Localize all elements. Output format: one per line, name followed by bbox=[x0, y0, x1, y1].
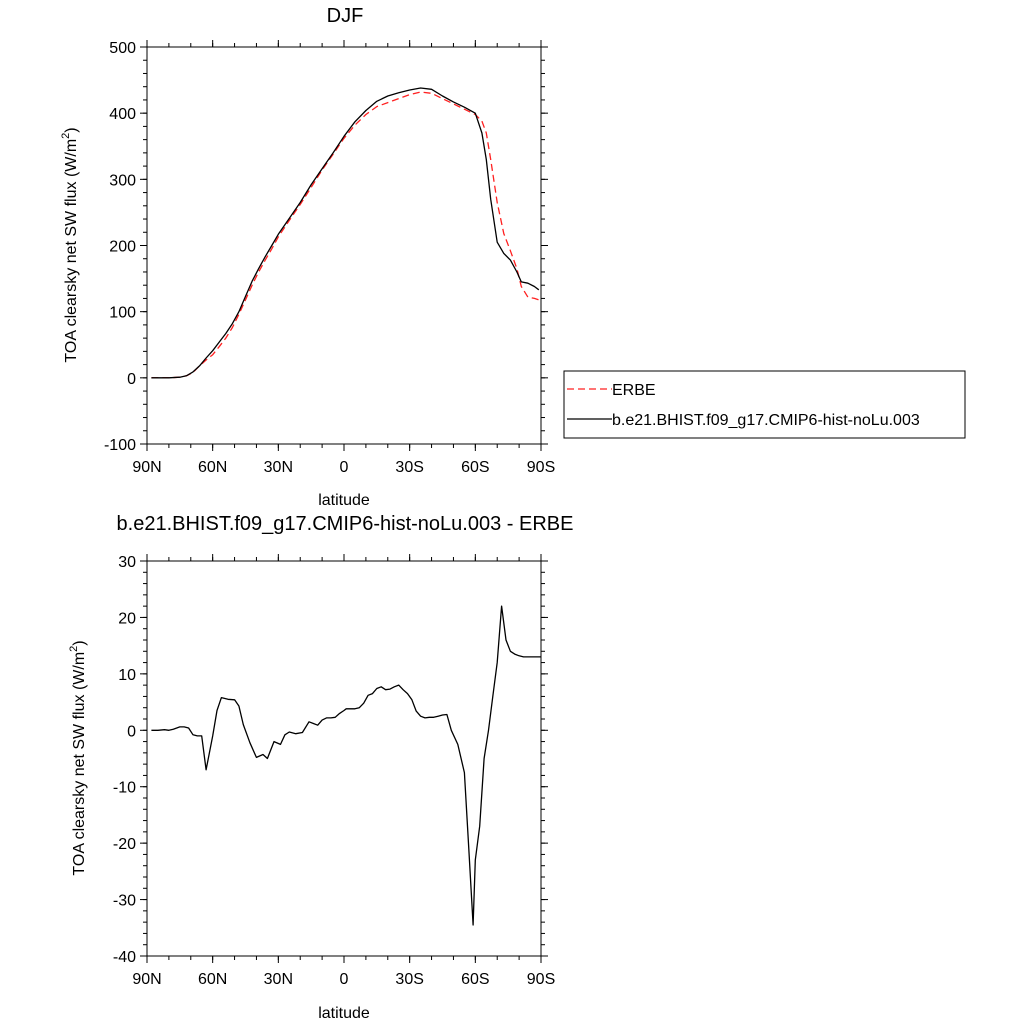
y-tick-label: -30 bbox=[113, 893, 136, 910]
x-tick-label: 30S bbox=[395, 459, 423, 476]
x-axis-label: latitude bbox=[318, 492, 370, 509]
y-tick-label: 200 bbox=[109, 239, 136, 256]
chart-panel-difference: b.e21.BHIST.f09_g17.CMIP6-hist-noLu.003 … bbox=[68, 513, 573, 1022]
plot-frame bbox=[146, 46, 542, 445]
chart-title: b.e21.BHIST.f09_g17.CMIP6-hist-noLu.003 … bbox=[117, 513, 574, 535]
y-tick-label: 30 bbox=[118, 554, 136, 571]
x-tick-labels: 90N 60N 30N 0 30S 60S 90S bbox=[132, 459, 555, 476]
series-lines bbox=[151, 87, 540, 379]
x-axis-label: latitude bbox=[318, 1005, 370, 1022]
y-tick-label: 300 bbox=[109, 172, 136, 189]
x-tick-label: 30N bbox=[264, 971, 293, 988]
y-axis-label-main: TOA clearsky net SW flux (W/m bbox=[63, 139, 80, 363]
y-tick-label: -10 bbox=[113, 780, 136, 797]
y-tick-label: 20 bbox=[118, 610, 136, 627]
x-tick-label: 90N bbox=[132, 971, 161, 988]
x-tick-labels: 90N 60N 30N 0 30S 60S 90S bbox=[132, 971, 555, 988]
y-axis-label-end: ) bbox=[71, 640, 88, 645]
x-tick-label: 60N bbox=[198, 459, 227, 476]
y-axis-label: TOA clearsky net SW flux (W/m2) bbox=[68, 640, 88, 875]
y-axis-label-main: TOA clearsky net SW flux (W/m bbox=[71, 652, 88, 876]
plot-frame bbox=[146, 560, 542, 957]
y-tick-label: 100 bbox=[109, 305, 136, 322]
x-tick-label: 30N bbox=[264, 459, 293, 476]
series-line-model bbox=[151, 87, 540, 379]
series-line-erbe bbox=[151, 91, 539, 379]
y-axis-label: TOA clearsky net SW flux (W/m2) bbox=[60, 127, 80, 362]
legend: ERBE b.e21.BHIST.f09_g17.CMIP6-hist-noLu… bbox=[563, 370, 966, 439]
axis-ticks bbox=[140, 554, 548, 963]
y-tick-label: 0 bbox=[127, 371, 136, 388]
series-line-difference bbox=[151, 605, 541, 926]
legend-label-erbe: ERBE bbox=[612, 382, 656, 399]
y-tick-labels: -100 0 100 200 300 400 500 bbox=[104, 40, 136, 454]
y-tick-label: 10 bbox=[118, 667, 136, 684]
y-tick-label: 0 bbox=[127, 723, 136, 740]
chart-title: DJF bbox=[327, 5, 364, 27]
x-tick-label: 90S bbox=[527, 459, 555, 476]
legend-box bbox=[563, 370, 966, 439]
x-tick-label: 60S bbox=[461, 459, 489, 476]
x-tick-label: 90N bbox=[132, 459, 161, 476]
y-tick-label: -100 bbox=[104, 437, 136, 454]
x-tick-label: 60S bbox=[461, 971, 489, 988]
y-tick-labels: -40 -30 -20 -10 0 10 20 30 bbox=[113, 554, 136, 966]
y-tick-label: -20 bbox=[113, 836, 136, 853]
x-tick-label: 90S bbox=[527, 971, 555, 988]
x-tick-label: 0 bbox=[340, 971, 349, 988]
series-lines bbox=[151, 605, 541, 926]
y-axis-label-sup: 2 bbox=[60, 133, 72, 139]
x-tick-label: 60N bbox=[198, 971, 227, 988]
y-tick-label: 500 bbox=[109, 40, 136, 57]
x-tick-label: 30S bbox=[395, 971, 423, 988]
y-axis-label-end: ) bbox=[63, 127, 80, 132]
y-tick-label: -40 bbox=[113, 949, 136, 966]
chart-panel-djf: DJF -100 0 100 200 300 400 500 90N 60N 30N 0 30S 60… bbox=[60, 5, 966, 509]
y-tick-label: 400 bbox=[109, 106, 136, 123]
axis-ticks bbox=[140, 40, 548, 451]
legend-label-model: b.e21.BHIST.f09_g17.CMIP6-hist-noLu.003 bbox=[612, 412, 920, 429]
y-axis-label-sup: 2 bbox=[68, 646, 80, 652]
x-tick-label: 0 bbox=[340, 459, 349, 476]
